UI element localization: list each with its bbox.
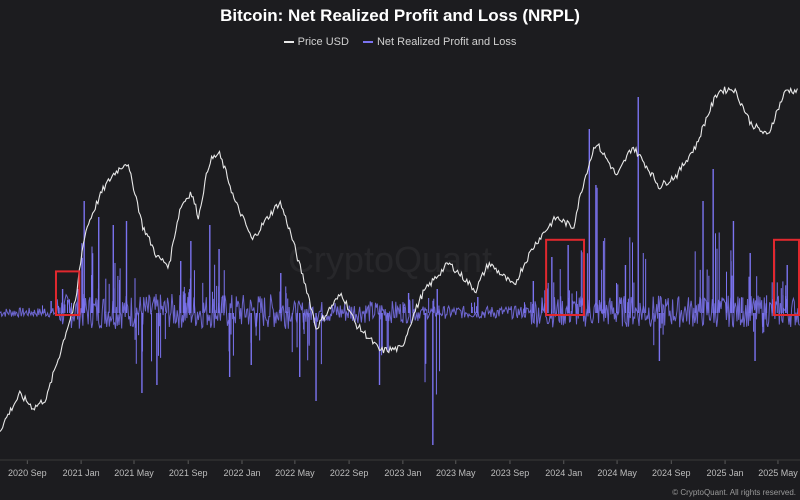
highlight-boxes bbox=[54, 238, 800, 316]
x-tick-label: 2021 Jan bbox=[63, 468, 100, 478]
highlight-box bbox=[54, 270, 81, 316]
x-tick-label: 2022 Sep bbox=[330, 468, 369, 478]
price-series bbox=[0, 86, 798, 432]
x-tick-label: 2023 Sep bbox=[491, 468, 530, 478]
nrpl-line bbox=[0, 293, 800, 330]
x-tick-label: 2024 Jan bbox=[545, 468, 582, 478]
highlight-box bbox=[772, 238, 800, 316]
x-tick-label: 2023 Jan bbox=[384, 468, 421, 478]
copyright-credit: © CryptoQuant. All rights reserved. bbox=[672, 488, 796, 497]
chart-title: Bitcoin: Net Realized Profit and Loss (N… bbox=[220, 6, 580, 25]
x-tick-label: 2024 Sep bbox=[652, 468, 691, 478]
price-line bbox=[0, 86, 798, 432]
x-tick-label: 2021 Sep bbox=[169, 468, 208, 478]
x-axis: 2020 Sep 2021 Jan 2021 May 2021 Sep 2022 Jan… bbox=[0, 459, 800, 478]
x-tick-label: 2025 Jan bbox=[707, 468, 744, 478]
x-tick-label: 2023 May bbox=[436, 468, 476, 478]
legend-swatch-nrpl bbox=[362, 41, 373, 43]
nrpl-series bbox=[0, 97, 800, 445]
x-tick-label: 2025 May bbox=[758, 468, 798, 478]
x-tick-label: 2024 May bbox=[597, 468, 637, 478]
legend-swatch-price bbox=[283, 41, 294, 43]
highlight-box bbox=[545, 238, 586, 316]
x-tick-label: 2021 May bbox=[114, 468, 154, 478]
legend-label-price: Price USD bbox=[297, 36, 349, 48]
legend-label-nrpl: Net Realized Profit and Loss bbox=[376, 36, 517, 48]
legend: Price USD Net Realized Profit and Loss bbox=[0, 36, 800, 48]
legend-item-price[interactable]: Price USD bbox=[283, 36, 349, 48]
legend-item-nrpl[interactable]: Net Realized Profit and Loss bbox=[362, 36, 517, 48]
x-tick-label: 2022 Jan bbox=[223, 468, 260, 478]
x-tick-label: 2022 May bbox=[275, 468, 315, 478]
x-tick-label: 2020 Sep bbox=[8, 468, 47, 478]
